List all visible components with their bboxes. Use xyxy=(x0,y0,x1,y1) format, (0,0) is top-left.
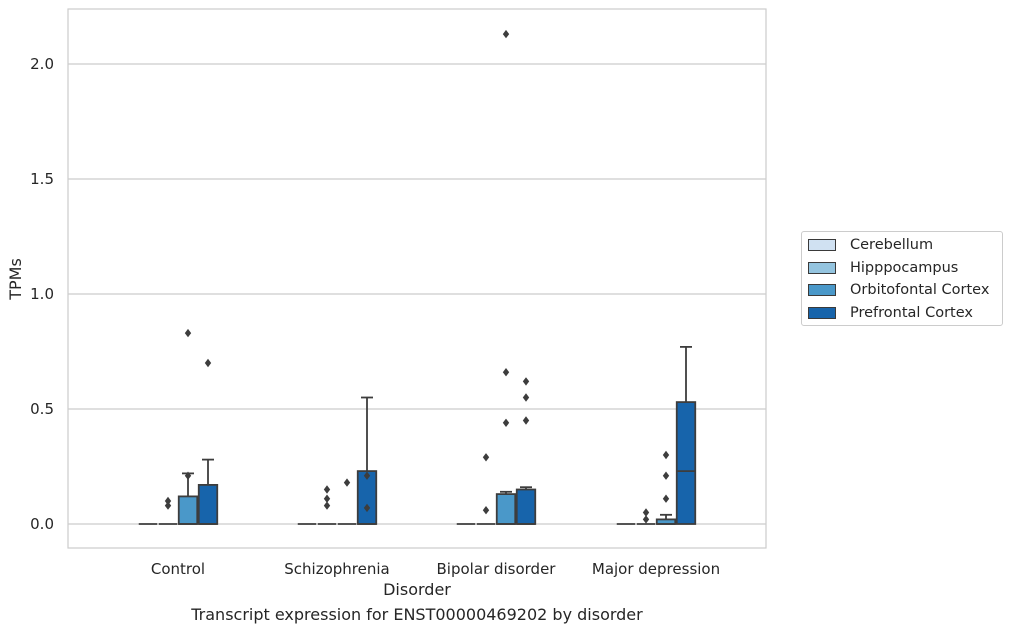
outlier-point xyxy=(642,508,650,517)
outliers xyxy=(164,29,670,524)
box xyxy=(197,483,219,525)
outlier-point xyxy=(164,501,172,510)
y-tick-labels: 0.0 0.5 1.0 1.5 2.0 xyxy=(30,55,54,533)
legend-label: Prefrontal Cortex xyxy=(850,305,973,321)
legend-item-orbitofrontal-cortex: Orbitofontal Cortex xyxy=(808,280,989,300)
legend-swatch xyxy=(808,239,836,251)
x-tick-labels: Control Schizophrenia Bipolar disorder Majo… xyxy=(151,560,720,578)
outlier-point xyxy=(662,471,670,480)
y-tick-label: 0.0 xyxy=(30,515,54,533)
box-plot xyxy=(655,513,677,525)
box-plot xyxy=(177,472,199,525)
outlier-point xyxy=(662,450,670,460)
x-tick-label: Control xyxy=(151,560,205,578)
outlier-point xyxy=(502,418,510,427)
outlier-point xyxy=(482,506,490,515)
box-plot xyxy=(197,458,219,525)
x-tick-label: Schizophrenia xyxy=(284,560,389,578)
chart-canvas: 0.0 0.5 1.0 1.5 2.0 Control Schizophrenia Bipo… xyxy=(6,8,767,599)
outlier-point xyxy=(164,496,172,506)
legend-swatch xyxy=(808,262,836,274)
outlier-point xyxy=(363,503,371,513)
box xyxy=(495,493,517,525)
outlier-point xyxy=(323,485,331,494)
outlier-point xyxy=(502,368,510,377)
box-plot xyxy=(675,345,697,525)
legend-item-prefrontal-cortex: Prefrontal Cortex xyxy=(808,303,973,323)
legend-item-hippocampus: Hipppocampus xyxy=(808,258,958,278)
legend-swatch xyxy=(808,284,836,296)
outlier-point xyxy=(522,377,530,386)
legend-label: Orbitofontal Cortex xyxy=(850,282,990,298)
outlier-point xyxy=(522,416,530,425)
outlier-point xyxy=(502,29,510,39)
legend: Cerebellum Hipppocampus Orbitofontal Cor… xyxy=(801,231,1003,326)
y-axis-label: TPMs xyxy=(6,258,25,301)
box xyxy=(177,495,199,525)
outlier-point xyxy=(642,515,650,524)
outlier-point xyxy=(522,393,530,402)
x-axis-label: Disorder xyxy=(383,580,451,599)
box-plots xyxy=(138,345,697,525)
legend-item-cerebellum: Cerebellum xyxy=(808,235,933,255)
gridlines xyxy=(68,63,766,525)
outlier-point xyxy=(363,471,371,480)
y-tick-label: 1.0 xyxy=(30,285,54,303)
legend-swatch xyxy=(808,307,836,319)
outlier-point xyxy=(482,453,490,462)
box-plot xyxy=(515,486,537,525)
outlier-point xyxy=(204,358,212,368)
legend-label: Hipppocampus xyxy=(850,260,959,276)
legend-label: Cerebellum xyxy=(850,237,934,253)
box-plot xyxy=(495,490,517,525)
box xyxy=(515,488,537,525)
plot-frame xyxy=(67,8,767,549)
box xyxy=(675,401,697,525)
y-tick-label: 0.5 xyxy=(30,400,54,418)
box-plot xyxy=(356,396,378,525)
outlier-point xyxy=(184,471,192,480)
outlier-point xyxy=(323,501,331,510)
outlier-point xyxy=(323,494,331,503)
outlier-point xyxy=(184,328,192,338)
chart-caption: Transcript expression for ENST0000046920… xyxy=(191,605,643,624)
outlier-point xyxy=(343,478,351,487)
x-tick-label: Major depression xyxy=(592,560,720,578)
y-tick-label: 2.0 xyxy=(30,55,54,73)
x-tick-label: Bipolar disorder xyxy=(437,560,557,578)
y-tick-label: 1.5 xyxy=(30,170,54,188)
outlier-point xyxy=(662,494,670,503)
